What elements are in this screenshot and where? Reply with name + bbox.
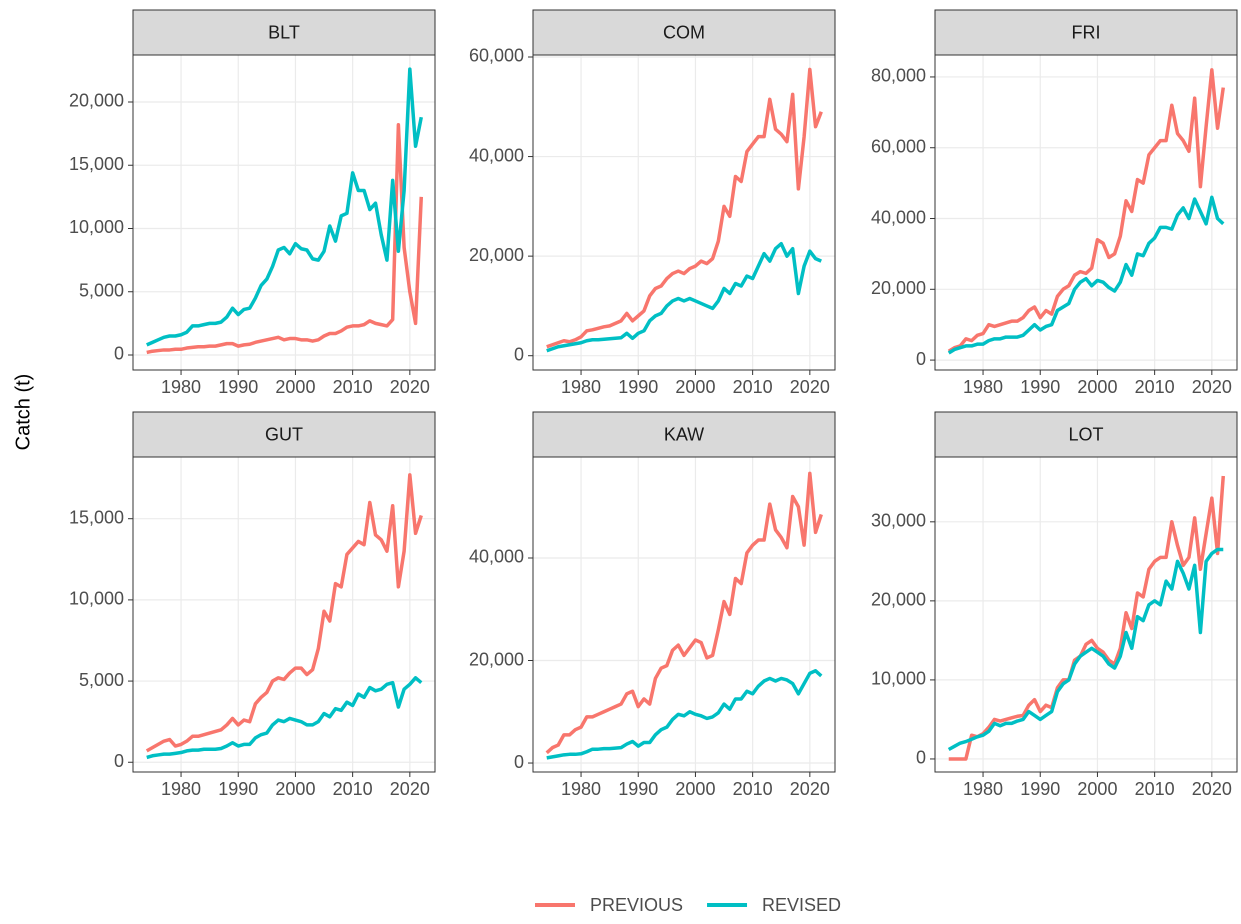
y-tick-label: 0 bbox=[916, 748, 926, 768]
x-tick-label: 1980 bbox=[161, 377, 201, 397]
plot-panel bbox=[133, 457, 435, 772]
panel-border bbox=[934, 54, 1238, 371]
y-tick-label: 5,000 bbox=[79, 670, 124, 690]
x-tick-label: 1980 bbox=[561, 377, 601, 397]
y-tick-label: 15,000 bbox=[69, 507, 124, 527]
x-tick-label: 2010 bbox=[1135, 377, 1175, 397]
x-tick-label: 2000 bbox=[1077, 779, 1117, 799]
y-tick-label: 20,000 bbox=[871, 278, 926, 298]
series-line bbox=[546, 67, 823, 349]
strip bbox=[532, 9, 836, 56]
series-line bbox=[947, 547, 1224, 752]
y-tick-label: 10,000 bbox=[871, 669, 926, 689]
x-tick-label: 2000 bbox=[275, 377, 315, 397]
panel-border bbox=[532, 54, 836, 371]
series-line bbox=[546, 669, 823, 760]
y-tick-label: 20,000 bbox=[469, 245, 524, 265]
x-tick-label: 1990 bbox=[1020, 779, 1060, 799]
panel-border bbox=[132, 54, 436, 371]
x-tick-label: 2020 bbox=[790, 779, 830, 799]
series-line bbox=[146, 123, 424, 355]
x-tick-label: 2010 bbox=[733, 377, 773, 397]
x-tick-label: 1980 bbox=[963, 377, 1003, 397]
y-tick-label: 20,000 bbox=[871, 590, 926, 610]
x-tick-label: 1990 bbox=[1020, 377, 1060, 397]
y-tick-label: 40,000 bbox=[871, 207, 926, 227]
series-line bbox=[545, 471, 823, 755]
y-tick-label: 60,000 bbox=[871, 136, 926, 156]
plot-panel bbox=[133, 55, 435, 370]
x-tick-label: 2010 bbox=[733, 779, 773, 799]
y-tick-label: 20,000 bbox=[469, 649, 524, 669]
x-tick-label: 1990 bbox=[218, 779, 258, 799]
x-tick-label: 1990 bbox=[218, 377, 258, 397]
y-tick-label: 0 bbox=[514, 752, 524, 772]
y-tick-label: 10,000 bbox=[69, 589, 124, 609]
x-tick-label: 2010 bbox=[1135, 779, 1175, 799]
series-line bbox=[947, 195, 1225, 355]
x-tick-label: 2000 bbox=[675, 377, 715, 397]
legend-label: REVISED bbox=[762, 895, 841, 915]
series-line bbox=[146, 676, 423, 760]
x-tick-label: 1980 bbox=[161, 779, 201, 799]
strip-label: COM bbox=[663, 22, 705, 42]
x-tick-label: 2020 bbox=[390, 377, 430, 397]
x-tick-label: 2020 bbox=[790, 377, 830, 397]
panel-border bbox=[532, 456, 836, 773]
y-tick-label: 30,000 bbox=[871, 511, 926, 531]
strip-label: GUT bbox=[265, 424, 303, 444]
y-tick-label: 20,000 bbox=[69, 91, 124, 111]
y-axis-label: Catch (t) bbox=[12, 374, 34, 451]
x-tick-label: 2020 bbox=[1192, 377, 1232, 397]
series-line bbox=[145, 473, 423, 753]
x-tick-label: 1980 bbox=[561, 779, 601, 799]
x-tick-label: 2020 bbox=[390, 779, 430, 799]
series-line bbox=[948, 475, 1226, 761]
strip bbox=[132, 411, 436, 458]
x-tick-label: 1990 bbox=[618, 377, 658, 397]
y-tick-label: 15,000 bbox=[69, 154, 124, 174]
series-line bbox=[146, 67, 423, 347]
y-tick-label: 0 bbox=[514, 344, 524, 364]
strip-label: FRI bbox=[1072, 22, 1101, 42]
legend-label: PREVIOUS bbox=[590, 895, 683, 915]
y-tick-label: 0 bbox=[114, 751, 124, 771]
panel-border bbox=[132, 456, 436, 773]
y-tick-label: 40,000 bbox=[469, 145, 524, 165]
x-tick-label: 2020 bbox=[1192, 779, 1232, 799]
x-tick-label: 1980 bbox=[963, 779, 1003, 799]
x-tick-label: 2010 bbox=[333, 779, 373, 799]
series-line bbox=[546, 241, 822, 353]
y-tick-label: 60,000 bbox=[469, 46, 524, 66]
x-tick-label: 2000 bbox=[675, 779, 715, 799]
plot-panel bbox=[533, 55, 835, 370]
strip-label: BLT bbox=[268, 22, 300, 42]
panel-border bbox=[934, 456, 1238, 773]
plot-panel bbox=[533, 457, 835, 772]
y-tick-label: 0 bbox=[916, 349, 926, 369]
y-tick-label: 80,000 bbox=[871, 66, 926, 86]
strip bbox=[934, 9, 1238, 56]
strip-label: LOT bbox=[1068, 424, 1103, 444]
y-tick-label: 40,000 bbox=[469, 547, 524, 567]
strip bbox=[532, 411, 836, 458]
y-tick-label: 5,000 bbox=[79, 280, 124, 300]
x-tick-label: 2010 bbox=[333, 377, 373, 397]
plot-panel bbox=[935, 457, 1237, 772]
strip-label: KAW bbox=[664, 424, 704, 444]
y-tick-label: 10,000 bbox=[69, 217, 124, 237]
series-line bbox=[947, 68, 1226, 353]
x-tick-label: 2000 bbox=[1077, 377, 1117, 397]
y-tick-label: 0 bbox=[114, 344, 124, 364]
x-tick-label: 2000 bbox=[275, 779, 315, 799]
strip bbox=[132, 9, 436, 56]
x-tick-label: 1990 bbox=[618, 779, 658, 799]
